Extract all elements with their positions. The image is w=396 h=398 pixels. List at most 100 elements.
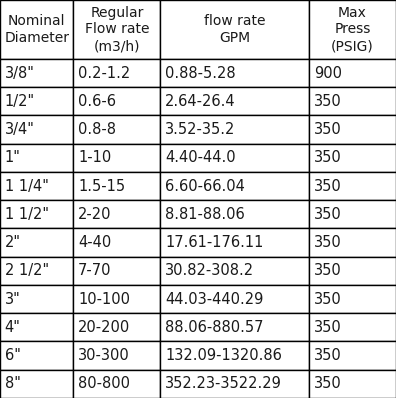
Bar	[73, 144, 160, 172]
Bar	[0, 172, 73, 200]
Bar	[160, 172, 309, 200]
Bar	[0, 200, 73, 228]
Bar	[73, 341, 160, 370]
Text: 0.8-8: 0.8-8	[78, 122, 116, 137]
Bar	[73, 228, 160, 257]
Bar	[73, 115, 160, 144]
Bar	[309, 228, 396, 257]
Text: 1.5-15: 1.5-15	[78, 179, 125, 193]
Text: Regular
Flow rate
(m3/h): Regular Flow rate (m3/h)	[85, 6, 149, 53]
Text: 80-800: 80-800	[78, 377, 130, 391]
Bar	[0, 87, 73, 115]
Bar	[160, 59, 309, 87]
Text: 8.81-88.06: 8.81-88.06	[165, 207, 245, 222]
Bar	[160, 313, 309, 341]
Text: 8": 8"	[5, 377, 21, 391]
Bar	[309, 144, 396, 172]
Bar	[309, 370, 396, 398]
Bar	[309, 0, 396, 59]
Text: 10-100: 10-100	[78, 292, 130, 306]
Bar	[0, 313, 73, 341]
Text: Nominal
Diameter: Nominal Diameter	[4, 14, 69, 45]
Bar	[73, 370, 160, 398]
Text: 17.61-176.11: 17.61-176.11	[165, 235, 263, 250]
Bar	[0, 115, 73, 144]
Bar	[73, 200, 160, 228]
Text: 350: 350	[314, 377, 341, 391]
Text: 0.2-1.2: 0.2-1.2	[78, 66, 130, 80]
Bar	[0, 228, 73, 257]
Bar	[309, 341, 396, 370]
Bar	[0, 59, 73, 87]
Text: 30-300: 30-300	[78, 348, 130, 363]
Bar	[309, 115, 396, 144]
Text: 350: 350	[314, 94, 341, 109]
Bar	[0, 285, 73, 313]
Bar	[0, 257, 73, 285]
Text: 2": 2"	[5, 235, 21, 250]
Text: 7-70: 7-70	[78, 263, 112, 278]
Bar	[160, 144, 309, 172]
Bar	[73, 313, 160, 341]
Bar	[160, 0, 309, 59]
Bar	[160, 228, 309, 257]
Bar	[309, 87, 396, 115]
Text: 0.6-6: 0.6-6	[78, 94, 116, 109]
Text: 350: 350	[314, 235, 341, 250]
Bar	[160, 370, 309, 398]
Text: 20-200: 20-200	[78, 320, 130, 335]
Bar	[0, 0, 73, 59]
Bar	[0, 144, 73, 172]
Text: 44.03-440.29: 44.03-440.29	[165, 292, 263, 306]
Text: 350: 350	[314, 150, 341, 165]
Bar	[160, 285, 309, 313]
Bar	[309, 313, 396, 341]
Text: 88.06-880.57: 88.06-880.57	[165, 320, 264, 335]
Text: 4": 4"	[5, 320, 21, 335]
Text: 350: 350	[314, 292, 341, 306]
Text: 132.09-1320.86: 132.09-1320.86	[165, 348, 282, 363]
Bar	[309, 257, 396, 285]
Text: 1 1/4": 1 1/4"	[5, 179, 49, 193]
Text: 4-40: 4-40	[78, 235, 111, 250]
Text: 3/8": 3/8"	[5, 66, 34, 80]
Text: 0.88-5.28: 0.88-5.28	[165, 66, 236, 80]
Text: 1 1/2": 1 1/2"	[5, 207, 49, 222]
Text: 6.60-66.04: 6.60-66.04	[165, 179, 245, 193]
Bar	[160, 87, 309, 115]
Bar	[73, 0, 160, 59]
Text: 2 1/2": 2 1/2"	[5, 263, 49, 278]
Text: 6": 6"	[5, 348, 21, 363]
Text: 3.52-35.2: 3.52-35.2	[165, 122, 236, 137]
Bar	[0, 341, 73, 370]
Text: 350: 350	[314, 122, 341, 137]
Text: 30.82-308.2: 30.82-308.2	[165, 263, 254, 278]
Bar	[73, 87, 160, 115]
Bar	[160, 341, 309, 370]
Bar	[160, 115, 309, 144]
Text: 2.64-26.4: 2.64-26.4	[165, 94, 236, 109]
Bar	[309, 285, 396, 313]
Bar	[73, 257, 160, 285]
Text: 900: 900	[314, 66, 342, 80]
Bar	[309, 200, 396, 228]
Text: 350: 350	[314, 263, 341, 278]
Text: 2-20: 2-20	[78, 207, 112, 222]
Text: 4.40-44.0: 4.40-44.0	[165, 150, 236, 165]
Bar	[309, 59, 396, 87]
Text: 350: 350	[314, 348, 341, 363]
Text: 1-10: 1-10	[78, 150, 111, 165]
Bar	[73, 285, 160, 313]
Text: 350: 350	[314, 179, 341, 193]
Bar	[160, 200, 309, 228]
Bar	[160, 257, 309, 285]
Text: flow rate
GPM: flow rate GPM	[204, 14, 265, 45]
Text: 1/2": 1/2"	[5, 94, 35, 109]
Text: 352.23-3522.29: 352.23-3522.29	[165, 377, 282, 391]
Bar	[73, 172, 160, 200]
Text: 350: 350	[314, 207, 341, 222]
Text: 3": 3"	[5, 292, 21, 306]
Text: 350: 350	[314, 320, 341, 335]
Bar	[309, 172, 396, 200]
Text: Max
Press
(PSIG): Max Press (PSIG)	[331, 6, 374, 53]
